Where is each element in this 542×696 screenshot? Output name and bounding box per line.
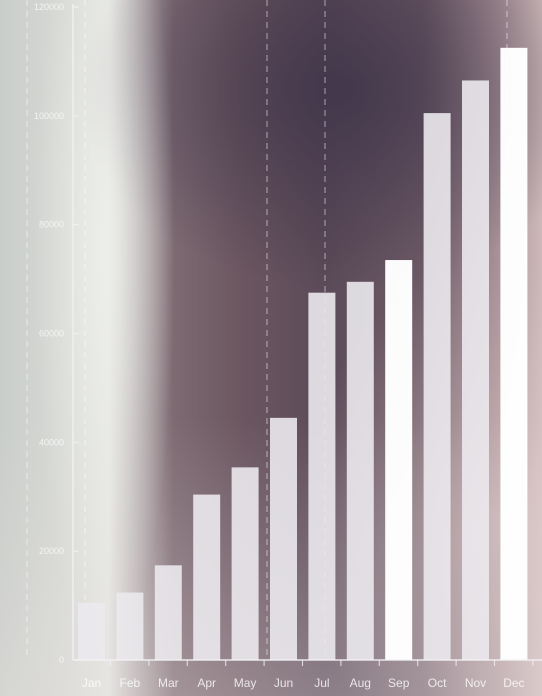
bars <box>78 47 528 661</box>
x-tick-label: Feb <box>120 676 141 690</box>
bar-oct <box>423 113 451 661</box>
x-tick-label: Jun <box>274 676 293 690</box>
x-tick-label: Jan <box>82 676 101 690</box>
y-tick-label: 100000 <box>34 111 64 121</box>
bar-sep <box>385 260 413 660</box>
bar-jul <box>308 292 336 660</box>
x-tick-label: Sep <box>388 676 410 690</box>
bar-jun <box>270 417 297 660</box>
bar-dec <box>500 47 528 660</box>
y-tick-label: 120000 <box>34 2 64 12</box>
bar-feb <box>116 592 144 660</box>
axes <box>72 4 542 666</box>
bar-apr <box>193 494 221 660</box>
y-tick-label: 60000 <box>39 329 64 339</box>
x-tick-label: Apr <box>197 676 216 690</box>
bar-aug <box>346 281 374 660</box>
bar-jan <box>78 602 105 660</box>
x-tick-label: Nov <box>465 676 486 690</box>
x-tick-label: Dec <box>503 676 524 690</box>
bar-mar <box>154 565 182 660</box>
y-tick-label: 80000 <box>39 220 64 230</box>
bar-nov <box>462 80 489 660</box>
y-tick-label: 20000 <box>39 546 64 556</box>
x-tick-label: Jul <box>314 676 329 690</box>
bar-may <box>231 467 259 660</box>
x-tick-label: May <box>234 676 257 690</box>
y-tick-labels: 0 20000 40000 60000 80000 100000 120000 <box>34 2 64 665</box>
x-tick-label: Mar <box>158 676 179 690</box>
y-tick-label: 0 <box>59 655 64 665</box>
x-tick-labels: Jan Feb Mar Apr May Jun Jul Aug Sep Oct Nov Dec <box>82 676 525 690</box>
x-tick-label: Aug <box>350 676 371 690</box>
x-tick-label: Oct <box>428 676 447 690</box>
y-tick-label: 40000 <box>39 437 64 447</box>
